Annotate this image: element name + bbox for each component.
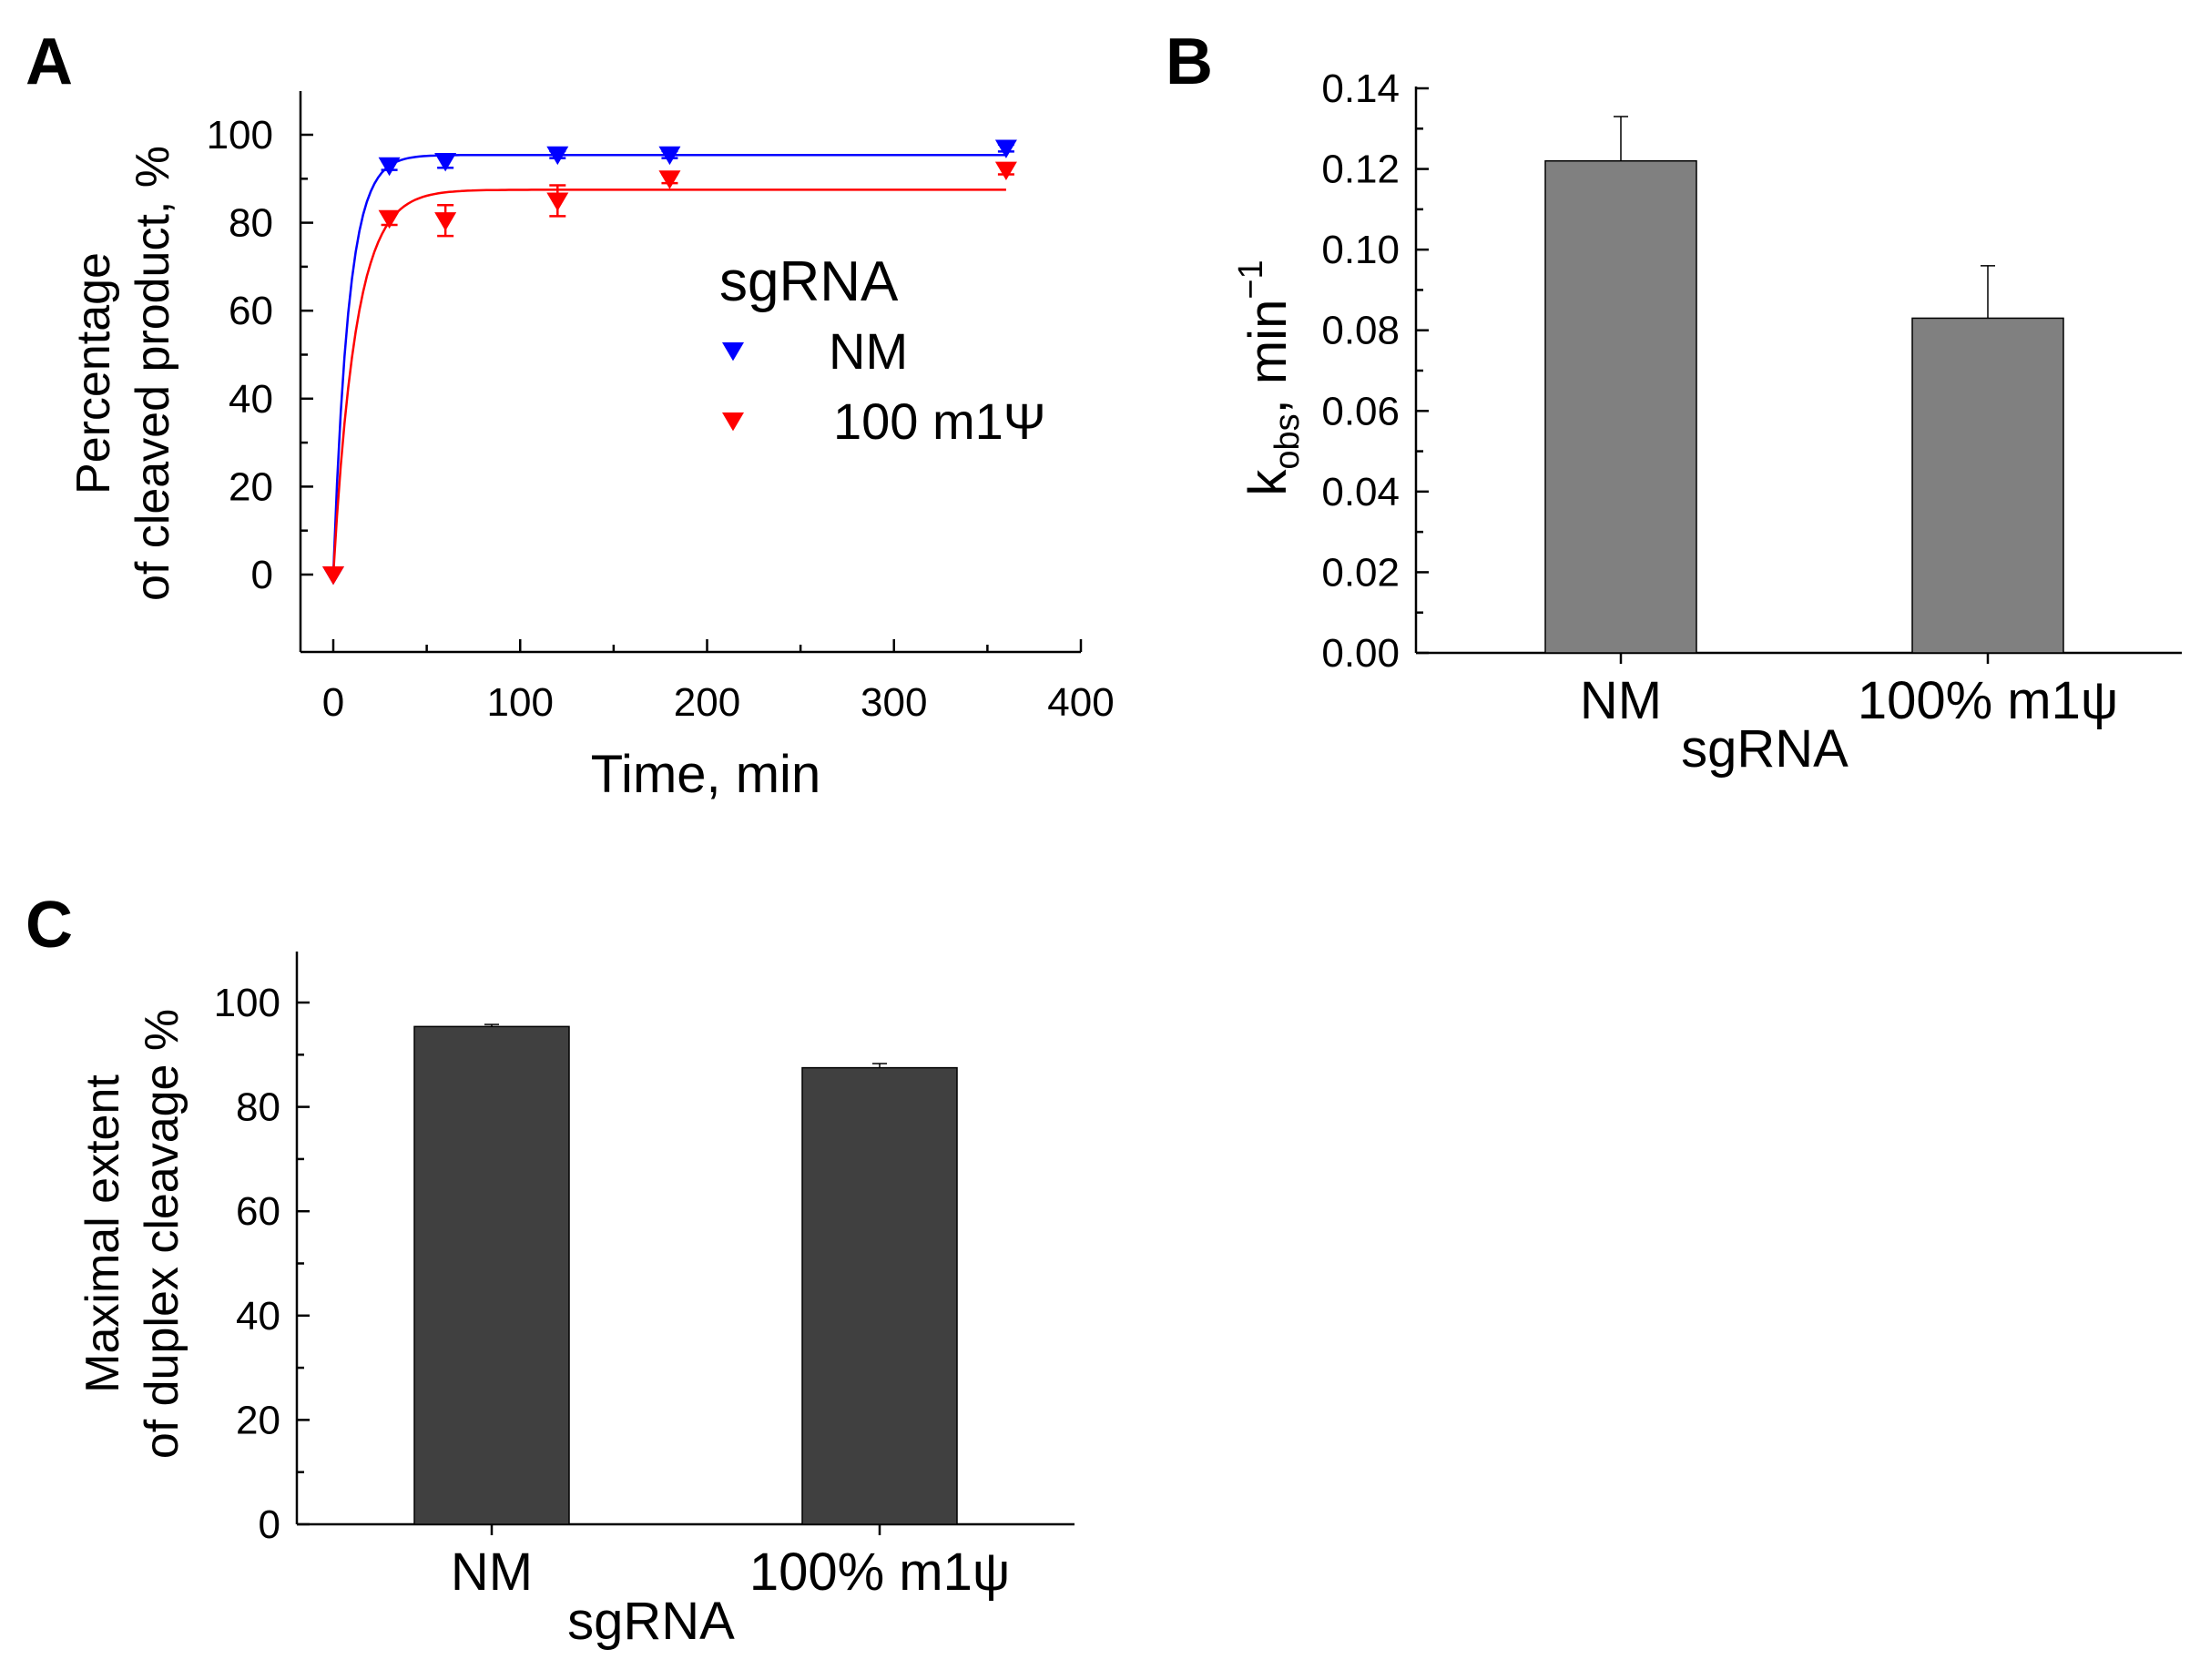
panel-c-y-axis-title-line2: of duplex cleavage % [136, 1009, 188, 1459]
panel-a-point-m1psi [994, 161, 1017, 181]
panel-c-y-tick-label: 60 [236, 1189, 280, 1234]
panel-b-y-tick-label: 0.10 [1321, 228, 1400, 272]
panel-b-y-axis-title-main: k [1238, 469, 1298, 496]
panel-c-bar [413, 1025, 570, 1525]
panel-a-point-m1psi [546, 192, 569, 211]
panel-a-point-m1psi [658, 170, 681, 189]
panel-c-y-tick-label: 100 [214, 981, 280, 1025]
panel-b-y-tick-label: 0.02 [1321, 550, 1400, 595]
panel-b-y-axis-title-sup: −1 [1232, 260, 1270, 299]
panel-b-x-tick-label: NM [1580, 671, 1662, 730]
panel-c-y-tick-label: 40 [236, 1294, 280, 1339]
panel-c-x-axis-title: sgRNA [567, 1592, 735, 1651]
panel-b-y-tick-label: 0.04 [1321, 470, 1400, 514]
panel-a-y-axis-title-line2: of cleaved product, % [127, 146, 179, 601]
panel-c-y-axis-title-line1: Maximal extent [76, 1074, 129, 1393]
panel-a-point-nm [378, 157, 401, 177]
panel-a-x-tick-label: 0 [322, 680, 344, 725]
panel-b-y-tick-label: 0.12 [1321, 148, 1400, 192]
panel-a-point-nm [434, 152, 457, 172]
panel-a-legend-title: sgRNA [719, 250, 899, 313]
panel-a-y-tick-label: 20 [229, 464, 273, 509]
panel-c-bar [801, 1066, 958, 1525]
panel-b-bar [1911, 317, 2064, 654]
panel-a-x-tick-label: 100 [487, 680, 554, 725]
panel-a-point-nm [546, 146, 569, 166]
panel-c-x-tick-label: 100% m1ψ [749, 1543, 1010, 1602]
panel-c-x-tick-label: NM [451, 1543, 533, 1602]
panel-b-y-tick-label: 0.14 [1321, 66, 1400, 111]
panel-a-y-axis-title-line1: Percentage [67, 252, 120, 494]
panel-a-y-tick-label: 100 [207, 113, 273, 158]
panel-a-legend-label-m1psi: 100 m1Ψ [833, 392, 1046, 450]
panel-a-point-m1psi [378, 209, 401, 229]
panel-c-y-tick-label: 20 [236, 1398, 280, 1442]
panel-b-letter: B [1166, 25, 1213, 98]
panel-b-y-tick-label: 0.06 [1321, 389, 1400, 433]
panel-c-letter: C [25, 889, 73, 962]
panel-a-y-tick-label: 60 [229, 289, 273, 333]
panel-a-point-m1psi [322, 566, 344, 585]
panel-b-x-axis-title: sgRNA [1681, 719, 1849, 779]
panel-b-y-tick-label: 0.00 [1321, 631, 1400, 676]
panel-b-y-axis-title-sub: obs [1268, 413, 1307, 469]
panel-a-y-tick-label: 40 [229, 377, 273, 422]
panel-b-y-axis-title: kobs, min−1 [1232, 260, 1307, 495]
panel-b-y-axis-title-rest: , min [1238, 300, 1298, 414]
panel-b-x-tick-label: 100% m1ψ [1858, 671, 2118, 730]
panel-c-y-tick-label: 80 [236, 1085, 280, 1130]
panel-a-legend-marker-m1psi [722, 412, 744, 432]
panel-a-point-nm [994, 139, 1017, 158]
panel-a-y-tick-label: 0 [251, 553, 273, 597]
panel-a: A 0 20 40 60 80 100 0 100 200 300 400 Time, min Pe… [25, 25, 1115, 804]
panel-a-legend-label-nm: NM [829, 322, 908, 380]
panel-b: B 0.00 0.02 0.04 0.06 0.08 0.10 0.12 0.14 NM 100%… [1166, 25, 2182, 779]
panel-a-legend-marker-nm [722, 342, 744, 361]
panel-a-y-tick-label: 80 [229, 201, 273, 246]
panel-a-x-tick-label: 400 [1047, 680, 1114, 725]
panel-a-point-nm [658, 146, 681, 166]
panel-a-point-m1psi [434, 212, 457, 231]
panel-a-x-axis-title: Time, min [591, 745, 820, 804]
panel-c: C 0 20 40 60 80 100 NM 100% m1ψ sgRNA Maximal e… [25, 889, 1075, 1651]
panel-c-y-tick-label: 0 [259, 1502, 280, 1547]
panel-b-bar [1544, 159, 1697, 654]
panel-a-letter: A [25, 25, 73, 98]
panel-a-x-tick-label: 200 [674, 680, 740, 725]
panel-a-x-tick-label: 300 [861, 680, 927, 725]
panel-b-y-tick-label: 0.08 [1321, 309, 1400, 353]
panel-a-fit-curve-m1psi [331, 188, 1006, 575]
